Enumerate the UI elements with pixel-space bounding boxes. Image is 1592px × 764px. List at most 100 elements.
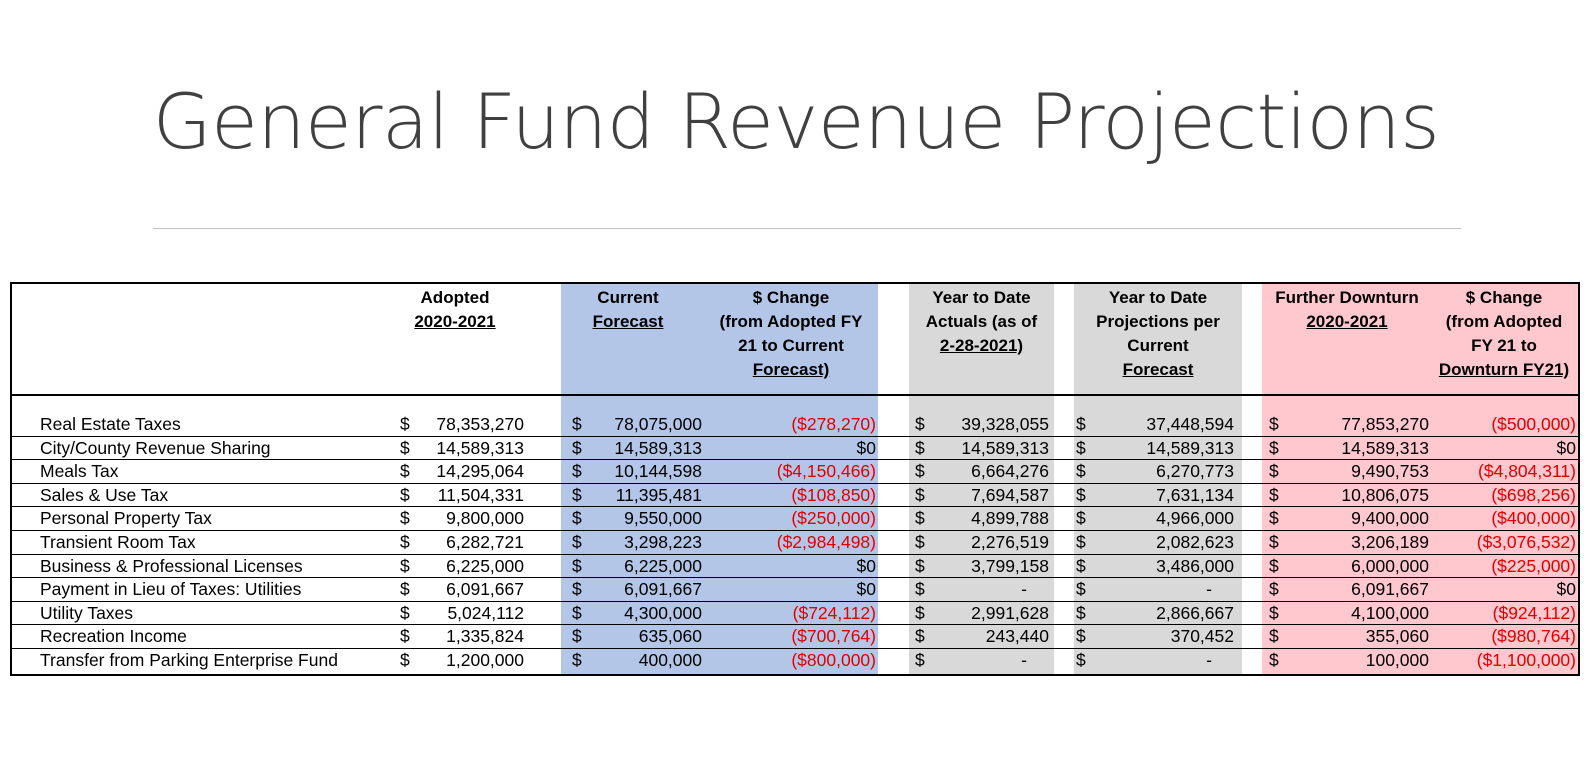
cell-change1: ($250,000) [791, 508, 876, 529]
cell-current: 635,060 [638, 626, 702, 647]
cell-change1: ($700,764) [791, 626, 876, 647]
table-row: Sales & Use Tax $11,504,331 $11,395,481 ($1… [12, 483, 1578, 507]
cell-ytd-actuals: 4,899,788 [971, 508, 1049, 529]
currency-symbol: $ [400, 484, 410, 505]
header-line: FY 21 to [1471, 336, 1537, 355]
cell-change1: ($2,984,498) [776, 532, 876, 552]
currency-symbol: $ [400, 437, 410, 458]
row-divider [12, 506, 1578, 508]
cell-adopted: 1,335,824 [446, 626, 524, 647]
cell-current: 11,395,481 [615, 484, 702, 505]
currency-symbol: $ [1269, 650, 1279, 670]
currency-symbol: $ [1269, 484, 1279, 505]
currency-symbol: $ [572, 579, 582, 600]
currency-symbol: $ [915, 414, 925, 434]
cell-adopted: 11,504,331 [437, 484, 524, 505]
currency-symbol: $ [1076, 626, 1086, 647]
row-divider [12, 482, 1578, 484]
cell-ytd-proj: 4,966,000 [1156, 508, 1234, 529]
currency-symbol: $ [1269, 414, 1279, 434]
currency-symbol: $ [1076, 532, 1086, 552]
currency-symbol: $ [400, 626, 410, 647]
cell-label: Payment in Lieu of Taxes: Utilities [40, 579, 302, 600]
currency-symbol: $ [572, 484, 582, 505]
currency-symbol: $ [1269, 602, 1279, 623]
cell-change1: $0 [856, 437, 876, 458]
title-divider [153, 228, 1461, 229]
cell-label: Transfer from Parking Enterprise Fund [40, 650, 338, 670]
header-current: Current Forecast [573, 286, 683, 334]
header-line: $ Change [1465, 288, 1543, 307]
row-divider [12, 553, 1578, 555]
header-downturn: Further Downturn 2020-2021 [1262, 286, 1432, 334]
currency-symbol: $ [1076, 461, 1086, 482]
header-line: (from Adopted FY [719, 312, 863, 331]
currency-symbol: $ [572, 626, 582, 647]
cell-ytd-proj: 370,452 [1170, 626, 1234, 647]
row-divider [12, 624, 1578, 626]
cell-current: 3,298,223 [624, 532, 702, 552]
cell-change2: ($3,076,532) [1476, 532, 1576, 552]
header-line: Projections per [1096, 312, 1220, 331]
cell-ytd-proj: 14,589,313 [1146, 437, 1234, 458]
cell-change2: ($400,000) [1491, 508, 1576, 529]
currency-symbol: $ [400, 555, 410, 576]
header-line: Forecast [1122, 360, 1194, 379]
cell-change2: ($225,000) [1491, 555, 1576, 576]
table-row: Meals Tax $14,295,064 $10,144,598 ($4,150,4… [12, 459, 1578, 483]
table-row: Business & Professional Licenses $6,225,0… [12, 554, 1578, 578]
cell-change1: ($800,000) [791, 650, 876, 670]
cell-ytd-actuals: 2,991,628 [971, 602, 1049, 623]
cell-current: 6,225,000 [624, 555, 702, 576]
currency-symbol: $ [1076, 414, 1086, 434]
cell-ytd-proj: 3,486,000 [1156, 555, 1234, 576]
cell-downturn: 9,400,000 [1351, 508, 1429, 529]
currency-symbol: $ [915, 508, 925, 529]
header-line: Current [597, 288, 659, 307]
cell-downturn: 6,000,000 [1351, 555, 1429, 576]
header-ytd-actuals: Year to Date Actuals (as of 2-28-2021) [909, 286, 1054, 358]
cell-ytd-proj: - [1206, 650, 1212, 670]
table-row: Personal Property Tax $9,800,000 $9,550,00… [12, 506, 1578, 530]
table-row: Recreation Income $1,335,824 $635,060 ($700… [12, 624, 1578, 648]
cell-change1: ($724,112) [792, 602, 876, 623]
header-line: 21 to Current [738, 336, 844, 355]
cell-label: Business & Professional Licenses [40, 555, 303, 576]
currency-symbol: $ [400, 532, 410, 552]
cell-downturn: 4,100,000 [1351, 602, 1429, 623]
cell-change2: ($924,112) [1492, 602, 1576, 623]
cell-label: City/County Revenue Sharing [40, 437, 271, 458]
currency-symbol: $ [400, 508, 410, 529]
downturn-band [1262, 284, 1578, 674]
currency-symbol: $ [400, 650, 410, 670]
cell-change2: ($500,000) [1491, 414, 1576, 434]
cell-ytd-actuals: - [1021, 579, 1027, 600]
table-row: Payment in Lieu of Taxes: Utilities $6,09… [12, 577, 1578, 601]
cell-downturn: 14,589,313 [1341, 437, 1429, 458]
header-line: Actuals (as of [925, 312, 1038, 331]
header-line: $ Change [752, 288, 830, 307]
cell-ytd-actuals: 243,440 [985, 626, 1049, 647]
currency-symbol: $ [1269, 555, 1279, 576]
table-row: Real Estate Taxes $78,353,270 $78,075,000 (… [12, 412, 1578, 436]
row-divider [12, 648, 1578, 649]
currency-symbol: $ [400, 461, 410, 482]
table-row: Transient Room Tax $6,282,721 $3,298,223 ($… [12, 530, 1578, 554]
currency-symbol: $ [1269, 508, 1279, 529]
cell-label: Transient Room Tax [40, 532, 196, 552]
cell-current: 78,075,000 [614, 414, 702, 434]
cell-ytd-proj: 2,082,623 [1156, 532, 1234, 552]
cell-adopted: 9,800,000 [446, 508, 524, 529]
header-line: Further Downturn [1275, 288, 1419, 307]
cell-downturn: 100,000 [1365, 650, 1429, 670]
cell-change2: ($698,256) [1491, 484, 1576, 505]
header-line: Year to Date [1108, 288, 1208, 307]
currency-symbol: $ [572, 437, 582, 458]
row-divider [12, 577, 1578, 579]
cell-change2: ($4,804,311) [1478, 461, 1576, 482]
cell-label: Sales & Use Tax [40, 484, 169, 505]
cell-change1: ($4,150,466) [776, 461, 876, 482]
cell-change1: ($278,270) [791, 414, 876, 434]
header-line: Year to Date [932, 288, 1031, 307]
cell-adopted: 78,353,270 [436, 414, 524, 434]
